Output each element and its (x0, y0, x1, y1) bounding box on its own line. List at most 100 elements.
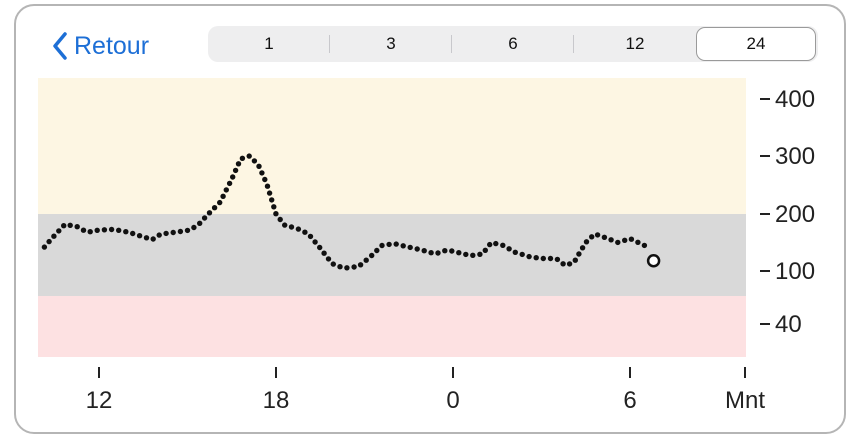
data-point (317, 244, 323, 251)
data-point (407, 244, 413, 251)
data-point (400, 243, 406, 249)
x-tick-label: 12 (86, 387, 113, 414)
data-point (239, 155, 246, 161)
data-point (80, 227, 87, 233)
data-point (363, 257, 369, 263)
data-point (369, 252, 375, 259)
tab-24[interactable]: 24 (696, 27, 816, 61)
data-point (184, 227, 191, 234)
y-tick-label: 40 (775, 311, 802, 338)
tab-label: 12 (625, 34, 645, 53)
data-point (576, 251, 582, 257)
data-point (206, 210, 213, 216)
data-point (435, 250, 441, 256)
data-point (108, 226, 115, 233)
data-point (470, 252, 476, 258)
data-point (246, 153, 252, 159)
data-point (325, 256, 332, 262)
chevron-left-icon (53, 32, 67, 60)
data-point (589, 234, 595, 240)
tab-label: 3 (386, 34, 396, 53)
data-point (421, 248, 427, 254)
data-point (351, 264, 357, 270)
tab-1[interactable]: 1 (208, 26, 330, 62)
data-point (251, 158, 258, 164)
data-point (566, 261, 573, 267)
data-point (330, 261, 336, 267)
back-label: Retour (74, 31, 150, 60)
x-tick-label: 0 (446, 387, 459, 414)
data-point (143, 235, 150, 241)
data-point (601, 234, 608, 240)
data-point (177, 228, 184, 235)
data-point (191, 224, 197, 231)
data-point (156, 232, 162, 238)
data-point (615, 239, 621, 246)
data-point (67, 222, 73, 228)
data-point (560, 261, 566, 267)
data-point (357, 262, 364, 268)
data-point (374, 247, 380, 254)
data-point (572, 257, 578, 263)
x-tick-label: 6 (623, 387, 636, 414)
data-point (56, 228, 62, 234)
data-point (61, 223, 67, 229)
data-point (230, 174, 236, 180)
data-point (259, 170, 265, 176)
y-tick-label: 400 (775, 86, 815, 113)
data-point (312, 239, 318, 245)
data-point (456, 250, 462, 256)
tab-label: 24 (746, 34, 766, 53)
data-point (414, 246, 420, 252)
data-point (232, 167, 239, 174)
data-point (594, 232, 601, 238)
data-point (302, 229, 308, 235)
data-point (170, 229, 176, 236)
data-point (262, 176, 268, 183)
data-point (307, 233, 314, 240)
data-point (101, 227, 108, 233)
data-point (163, 230, 169, 237)
data-point (386, 241, 392, 248)
data-point (344, 265, 350, 271)
data-point (51, 233, 57, 239)
data-point (641, 242, 648, 249)
data-point (46, 238, 52, 245)
data-point (533, 255, 539, 261)
data-point (271, 204, 277, 210)
band-target (38, 214, 746, 296)
data-point (41, 244, 48, 250)
data-point (393, 241, 399, 247)
data-point (220, 193, 226, 199)
tab-12[interactable]: 12 (574, 26, 696, 62)
data-point (277, 216, 283, 223)
data-point (269, 197, 275, 203)
data-point (379, 242, 385, 249)
band-low (38, 296, 746, 357)
y-tick-label: 200 (775, 201, 815, 228)
data-point (136, 233, 143, 239)
data-point (150, 236, 156, 242)
back-button[interactable]: Retour (52, 26, 149, 66)
data-point (487, 241, 493, 248)
data-point (547, 255, 554, 262)
data-point (264, 183, 271, 189)
data-point (295, 226, 302, 232)
data-point (506, 246, 512, 252)
data-point (428, 250, 434, 256)
band-high (38, 78, 746, 214)
data-point (235, 161, 242, 167)
data-point (226, 180, 233, 187)
tab-3[interactable]: 3 (330, 26, 452, 62)
data-point (608, 237, 614, 243)
data-point (273, 211, 279, 217)
tab-6[interactable]: 6 (452, 26, 574, 62)
tab-label: 1 (264, 34, 274, 53)
data-point (526, 253, 532, 260)
data-point (197, 220, 203, 226)
data-point (266, 190, 273, 196)
y-tick-label: 300 (775, 143, 815, 170)
data-point (512, 249, 518, 255)
data-point (449, 248, 455, 254)
